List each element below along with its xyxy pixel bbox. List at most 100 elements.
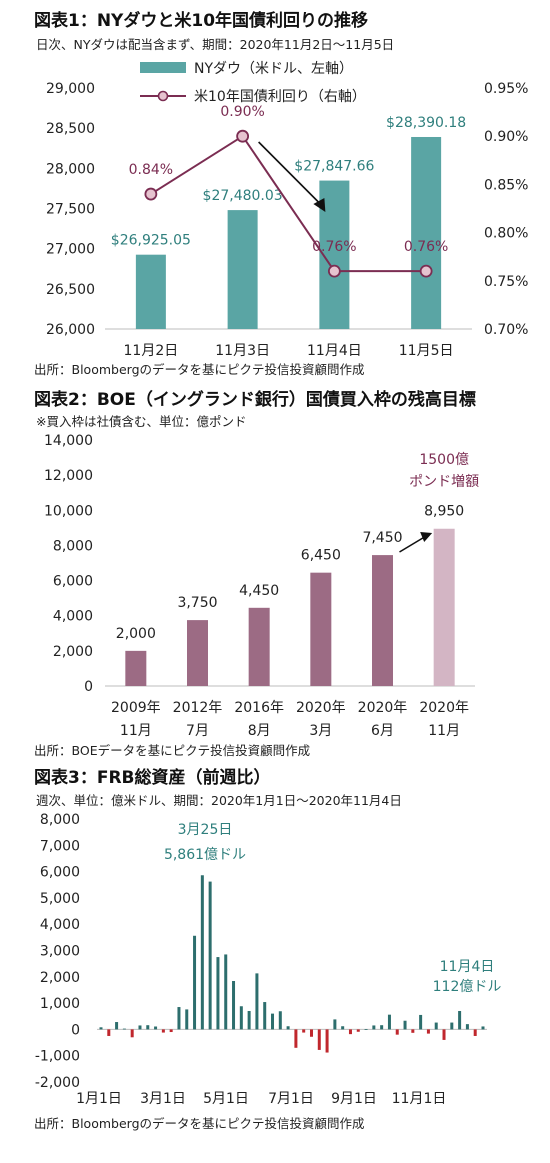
y-tick-label: 2,000	[40, 970, 80, 986]
fed-bar	[458, 1010, 462, 1030]
chart2-title: 図表2：BOE（イングランド銀行）国債買入枠の残高目標	[34, 390, 476, 410]
fed-bar	[309, 1029, 313, 1037]
y-right-tick-label: 0.95%	[484, 81, 528, 97]
y-tick-label: 5,000	[40, 891, 80, 907]
x-tick-label: 2016年	[234, 700, 284, 716]
y-tick-label: 14,000	[44, 433, 93, 449]
y-right-tick-label: 0.90%	[484, 129, 528, 145]
dow-bar-label: $26,925.05	[111, 233, 191, 249]
boe-bar-label: 6,450	[301, 548, 341, 564]
x-tick-label: 7月1日	[268, 1091, 314, 1107]
legend-dow-swatch	[140, 62, 186, 73]
boe-bar	[125, 650, 147, 686]
x-tick-label: 11月	[120, 723, 152, 739]
legend-dow-label: NYダウ（米ドル、左軸）	[194, 61, 353, 77]
x-tick-label: 2020年	[419, 700, 469, 716]
y-left-tick-label: 26,500	[46, 282, 95, 298]
fed-bar	[232, 981, 236, 1030]
latest-annotation: 11月4日	[440, 959, 495, 975]
fed-bar	[442, 1029, 446, 1040]
fed-bar	[434, 1022, 438, 1030]
legend-yield-label: 米10年国債利回り（右軸）	[194, 89, 366, 105]
x-tick-label: 2012年	[173, 700, 223, 716]
y-right-tick-label: 0.70%	[484, 322, 528, 338]
fed-bar	[450, 1022, 454, 1030]
chart3-source: 出所：Bloombergのデータを基にピクテ投信投資顧問作成	[34, 1116, 365, 1131]
fed-bar	[364, 1029, 368, 1030]
y-tick-label: 2,000	[53, 644, 93, 660]
x-tick-label: 11月	[428, 723, 460, 739]
y-tick-label: 8,000	[40, 812, 80, 828]
fed-bar	[317, 1029, 321, 1050]
y-tick-label: 6,000	[53, 574, 93, 590]
boe-bar	[248, 607, 270, 686]
x-tick-label: 11月1日	[392, 1091, 447, 1107]
dow-bar-label: $27,847.66	[294, 159, 374, 175]
fed-bar	[481, 1026, 485, 1030]
x-tick-label: 11月4日	[307, 343, 362, 359]
latest-annotation: 112億ドル	[433, 979, 502, 995]
peak-annotation: 5,861億ドル	[164, 847, 246, 863]
y-left-tick-label: 28,500	[46, 121, 95, 137]
dow-bar	[411, 136, 442, 329]
fed-bar	[146, 1025, 150, 1030]
y-right-tick-label: 0.75%	[484, 274, 528, 290]
dow-bar	[135, 254, 166, 329]
fed-bar	[130, 1029, 134, 1038]
boe-bar-label: 4,450	[239, 583, 279, 599]
fed-bar	[286, 1026, 290, 1030]
yield-marker	[419, 264, 433, 278]
fed-bar	[325, 1029, 329, 1053]
fed-bar	[341, 1026, 345, 1030]
fed-bar	[403, 1020, 407, 1030]
fed-bar	[278, 1011, 282, 1030]
boe-bar-label: 2,000	[116, 626, 156, 642]
y-tick-label: 1,000	[40, 996, 80, 1012]
x-tick-label: 6月	[371, 723, 394, 739]
y-tick-label: 3,000	[40, 944, 80, 960]
chart2-plot: 0 2,000 4,000 6,000 8,000 10,000 12,000 14,000 2…	[44, 433, 479, 739]
fed-bar	[193, 935, 197, 1030]
increase-annotation: ポンド増額	[409, 474, 479, 490]
fed-bar	[107, 1029, 111, 1036]
yield-label: 0.76%	[312, 239, 356, 255]
x-tick-label: 2009年	[111, 700, 161, 716]
increase-arrow	[399, 535, 427, 553]
chart1-title: 図表1：NYダウと米10年国債利回りの推移	[34, 11, 369, 31]
y-right-tick-label: 0.80%	[484, 226, 528, 242]
x-tick-label: 3月1日	[140, 1091, 186, 1107]
fed-bar	[473, 1029, 477, 1036]
x-tick-label: 11月5日	[399, 343, 454, 359]
fed-bar	[348, 1029, 352, 1035]
chart2-subtitle: ※買入枠は社債含む、単位：億ポンド	[36, 414, 247, 429]
dow-bar-label: $27,480.03	[203, 188, 283, 204]
fed-bar	[200, 875, 204, 1030]
x-tick-label: 2020年	[358, 700, 408, 716]
fed-bar	[411, 1029, 415, 1033]
yield-line	[150, 134, 427, 273]
chart1-source: 出所：Bloombergのデータを基にピクテ投信投資顧問作成	[34, 362, 365, 377]
fed-bar	[419, 1014, 423, 1030]
y-tick-label: 0	[84, 679, 93, 695]
chart3-plot: -2,000 -1,000 0 1,000 2,000 3,000 4,000 5,000 6,…	[35, 812, 502, 1107]
fed-bar	[465, 1024, 469, 1030]
x-tick-label: 8月	[248, 723, 271, 739]
fed-bar	[426, 1029, 430, 1034]
yield-label: 0.90%	[220, 104, 264, 120]
y-left-tick-label: 29,000	[46, 81, 95, 97]
increase-arrow-head	[420, 532, 433, 542]
fed-bar	[294, 1029, 298, 1048]
fed-bar	[239, 1006, 243, 1030]
x-tick-label: 2020年	[296, 700, 346, 716]
chart1-subtitle: 日次、NYダウは配当含まず、期間：2020年11月2日～11月5日	[36, 37, 395, 52]
y-tick-label: 6,000	[40, 865, 80, 881]
increase-annotation: 1500億	[419, 452, 469, 468]
x-tick-label: 7月	[186, 723, 209, 739]
fed-bar	[271, 1013, 275, 1030]
y-tick-label: 8,000	[53, 538, 93, 554]
x-tick-label: 9月1日	[331, 1091, 377, 1107]
fed-bar	[395, 1029, 399, 1035]
boe-bar	[310, 572, 332, 686]
y-left-tick-label: 27,500	[46, 202, 95, 218]
fed-bar	[161, 1029, 165, 1033]
